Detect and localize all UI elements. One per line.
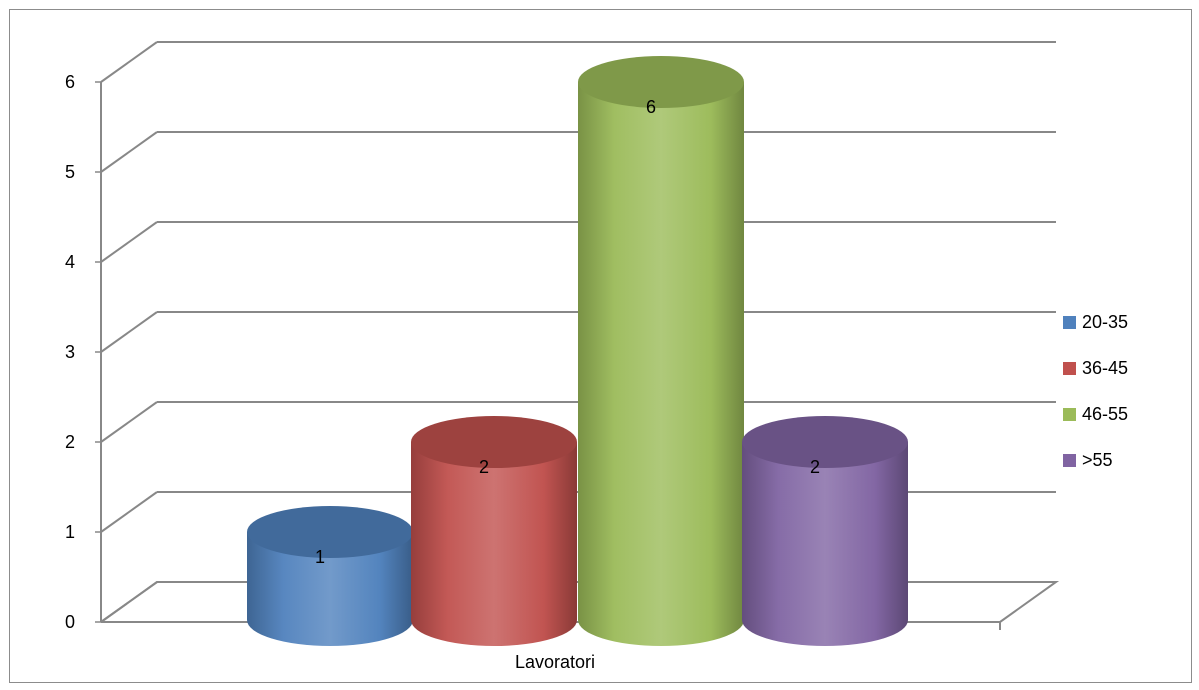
legend-item: 20-35	[1063, 312, 1128, 332]
cylinder-top	[578, 56, 744, 108]
gridline-side	[100, 581, 158, 623]
legend-label: >55	[1082, 450, 1113, 470]
legend: 20-35 36-45 46-55 >55	[1063, 312, 1128, 470]
y-tick-label: 2	[65, 432, 75, 452]
cylinder-top	[411, 416, 577, 468]
x-axis-categories: Lavoratori	[515, 652, 595, 672]
cylinder-body	[247, 532, 413, 646]
legend-swatch	[1063, 408, 1076, 421]
y-axis-ticks: 0 1 2 3 4 5 6	[65, 72, 101, 632]
data-label: 6	[646, 97, 656, 117]
legend-swatch	[1063, 454, 1076, 467]
data-label: 2	[479, 457, 489, 477]
y-tick-label: 5	[65, 162, 75, 182]
cylinder-top	[742, 416, 908, 468]
data-label: 2	[810, 457, 820, 477]
bar-46-55	[578, 56, 744, 646]
cylinder-body	[411, 442, 577, 646]
y-tick-label: 6	[65, 72, 75, 92]
gridline-side	[100, 491, 158, 533]
cylinder-body	[742, 442, 908, 646]
bar->55	[742, 416, 908, 646]
gridline-side	[100, 311, 158, 353]
gridline-side	[100, 401, 158, 443]
legend-label: 46-55	[1082, 404, 1128, 424]
legend-label: 20-35	[1082, 312, 1128, 332]
bar-20-35	[247, 506, 413, 646]
legend-item: 36-45	[1063, 358, 1128, 378]
gridline-side	[100, 131, 158, 173]
cylinder-body	[578, 82, 744, 646]
gridline-side	[100, 41, 158, 83]
y-tick-label: 1	[65, 522, 75, 542]
cylinder-top	[247, 506, 413, 558]
x-category-label: Lavoratori	[515, 652, 595, 672]
y-tick-label: 0	[65, 612, 75, 632]
y-tick-label: 4	[65, 252, 75, 272]
bar-36-45	[411, 416, 577, 646]
legend-item: >55	[1063, 450, 1113, 470]
gridline-side	[100, 221, 158, 263]
data-labels: 1 2 6 2	[315, 97, 820, 567]
legend-swatch	[1063, 362, 1076, 375]
legend-item: 46-55	[1063, 404, 1128, 424]
legend-swatch	[1063, 316, 1076, 329]
bar-series	[247, 56, 908, 646]
data-label: 1	[315, 547, 325, 567]
y-tick-label: 3	[65, 342, 75, 362]
legend-label: 36-45	[1082, 358, 1128, 378]
